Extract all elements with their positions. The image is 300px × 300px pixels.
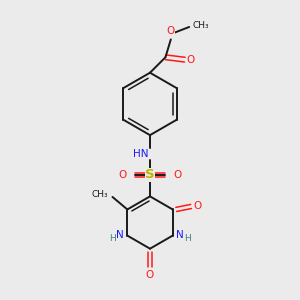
- Text: CH₃: CH₃: [92, 190, 108, 199]
- Text: O: O: [194, 202, 202, 212]
- Text: O: O: [146, 270, 154, 280]
- Text: CH₃: CH₃: [192, 21, 209, 30]
- Text: S: S: [145, 169, 155, 182]
- Text: O: O: [187, 55, 195, 64]
- Text: H: H: [109, 234, 116, 243]
- Text: O: O: [118, 170, 127, 180]
- Text: N: N: [176, 230, 184, 240]
- Text: O: O: [173, 170, 182, 180]
- Text: N: N: [116, 230, 124, 240]
- Text: H: H: [184, 234, 191, 243]
- Text: HN: HN: [133, 148, 148, 159]
- Text: O: O: [167, 26, 175, 36]
